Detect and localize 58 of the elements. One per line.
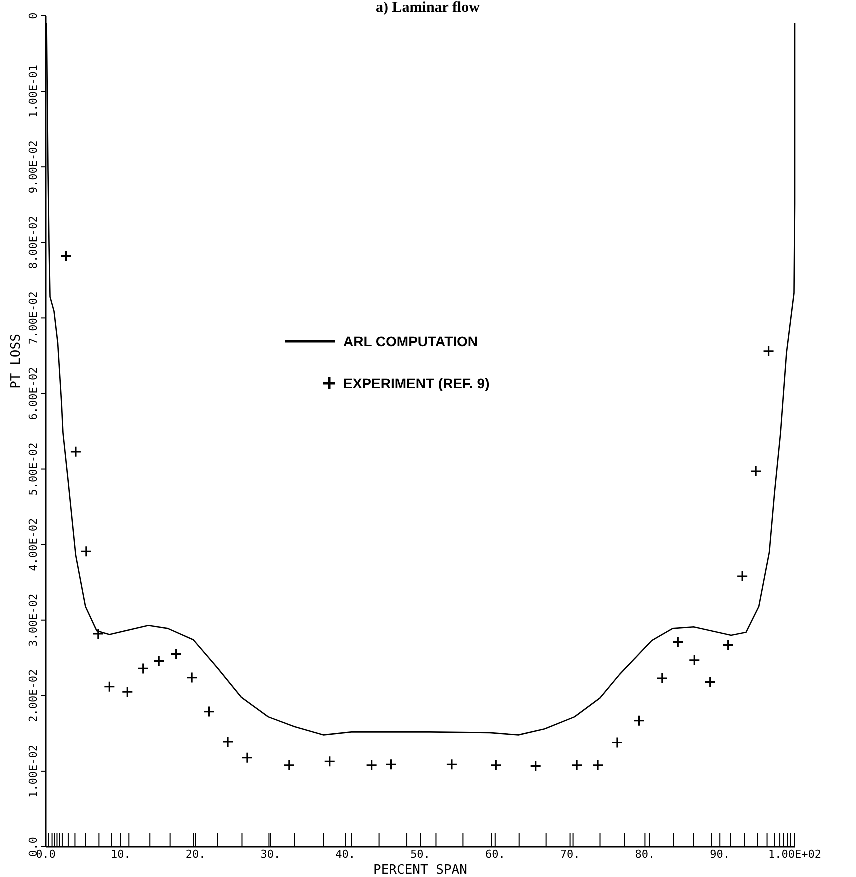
point	[60, 250, 72, 262]
point	[366, 760, 378, 772]
y-tick-label: 5.00E-02	[27, 442, 40, 496]
point	[242, 752, 254, 764]
point	[762, 346, 775, 358]
y-tick-label: 8.00E-02	[27, 216, 40, 270]
point	[656, 672, 668, 684]
point	[70, 446, 82, 458]
point	[592, 760, 604, 772]
point	[490, 760, 502, 772]
point	[736, 570, 748, 582]
point	[446, 758, 458, 770]
y-tick-label: 3.00E-02	[27, 594, 40, 647]
legend-label: EXPERIMENT (REF. 9)	[344, 376, 490, 392]
point	[284, 760, 296, 772]
point	[324, 756, 336, 768]
chart-title: a) Laminar flow	[376, 0, 480, 16]
point	[612, 736, 624, 749]
y-tick-label: 6.00E-02	[27, 367, 40, 420]
point	[385, 758, 398, 770]
x-tick-label: 20.	[186, 848, 206, 861]
point	[722, 639, 734, 652]
y-tick-label: 1.00E-02	[27, 744, 40, 798]
point	[104, 681, 116, 693]
y-tick-label: 7.00E-02	[27, 292, 40, 345]
x-tick-label: 40.	[336, 848, 356, 861]
point	[222, 736, 234, 748]
point	[704, 676, 716, 688]
legend-label: ARL COMPUTATION	[344, 334, 478, 350]
point	[633, 715, 646, 727]
point	[688, 654, 700, 666]
x-tick-label: 1.00E+02	[768, 848, 822, 861]
y-tick-label: 1.00E-01	[27, 65, 40, 118]
point	[571, 760, 583, 772]
point	[80, 546, 92, 558]
x-tick-label: 70.	[560, 848, 580, 861]
point	[186, 672, 198, 684]
point	[122, 686, 134, 698]
x-tick-label: 80.	[635, 848, 656, 861]
point	[153, 655, 165, 667]
x-axis-title: PERCENT SPAN	[374, 863, 468, 877]
y-axis-title: PT LOSS	[9, 334, 24, 389]
y-tick-label: 4.00E-02	[27, 518, 40, 572]
x-tick-label: 30.	[260, 848, 281, 861]
point	[170, 648, 182, 660]
x-tick-label: 60.	[485, 848, 506, 861]
y-tick-label: 2.00E-02	[27, 669, 40, 722]
y-tick-label: 9.00E-02	[27, 140, 40, 194]
x-tick-label: 90.	[710, 848, 730, 861]
point	[203, 706, 216, 718]
point	[530, 760, 542, 772]
point	[672, 636, 684, 648]
point	[138, 662, 150, 675]
x-tick-label: 50.	[410, 848, 430, 861]
y-tick-label: 0	[27, 12, 40, 20]
point	[92, 628, 104, 640]
x-tick-label: 10.	[110, 848, 131, 861]
point	[750, 466, 762, 478]
